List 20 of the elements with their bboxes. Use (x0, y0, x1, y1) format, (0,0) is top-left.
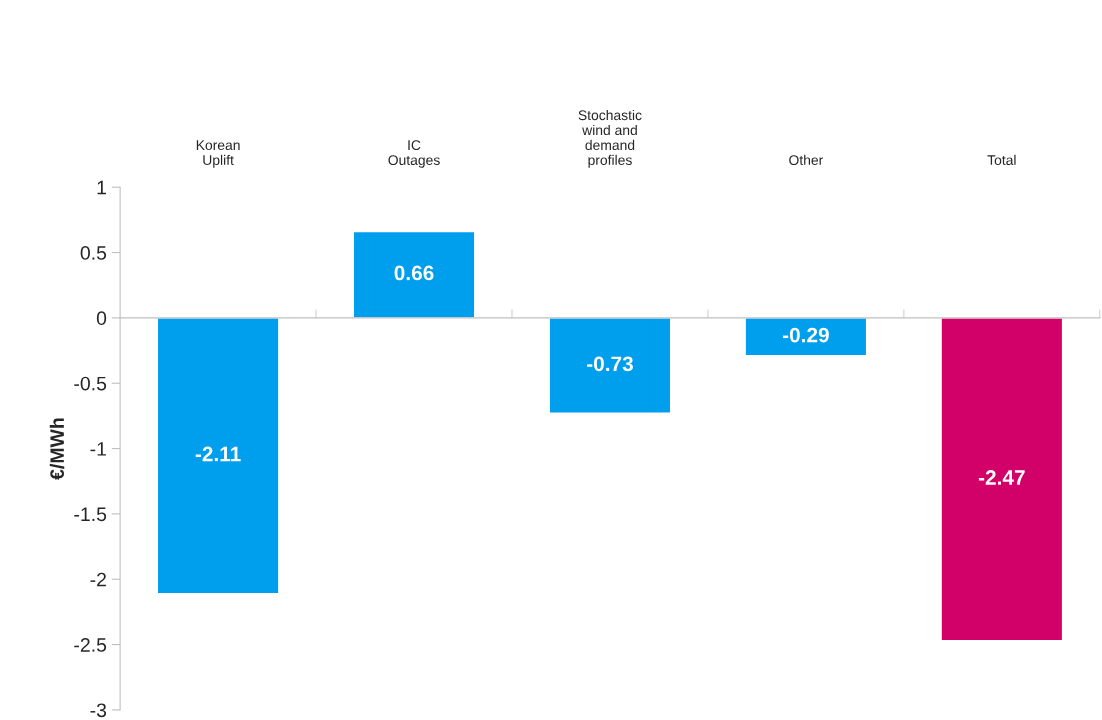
data-label: -0.73 (587, 356, 633, 372)
y-tick-label: -2 (90, 572, 106, 587)
x-tick-label: Total (987, 154, 1016, 166)
y-tick-label: -2.5 (74, 638, 107, 652)
data-label: -2.47 (978, 470, 1025, 485)
y-tick-label: 1 (97, 180, 106, 195)
data-label: -0.29 (782, 327, 829, 343)
y-tick-label: 0.5 (80, 246, 107, 260)
x-tick-label: Other (789, 154, 824, 166)
y-tick-label: -1 (90, 442, 106, 456)
x-tick-label: Korean Uplift (196, 140, 240, 168)
y-axis-title: €/MWh (49, 418, 65, 480)
x-tick-label: IC Outages (388, 140, 440, 168)
data-label: 0.66 (394, 265, 434, 281)
y-tick-label: -3 (90, 703, 107, 718)
y-tick-label: -0.5 (74, 376, 107, 391)
y-tick-label: -1.5 (74, 507, 107, 522)
data-label: -2.11 (195, 446, 241, 462)
x-tick-label: Stochastic wind and demand profiles (578, 109, 642, 168)
y-tick-label: 0 (96, 311, 107, 326)
